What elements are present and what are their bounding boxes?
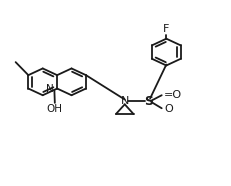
- Text: OH: OH: [47, 104, 63, 114]
- Text: N: N: [46, 84, 53, 94]
- Text: F: F: [163, 24, 170, 34]
- Text: =O: =O: [164, 90, 182, 100]
- Text: O: O: [164, 104, 173, 114]
- Text: S: S: [145, 95, 153, 108]
- Text: N: N: [121, 96, 129, 106]
